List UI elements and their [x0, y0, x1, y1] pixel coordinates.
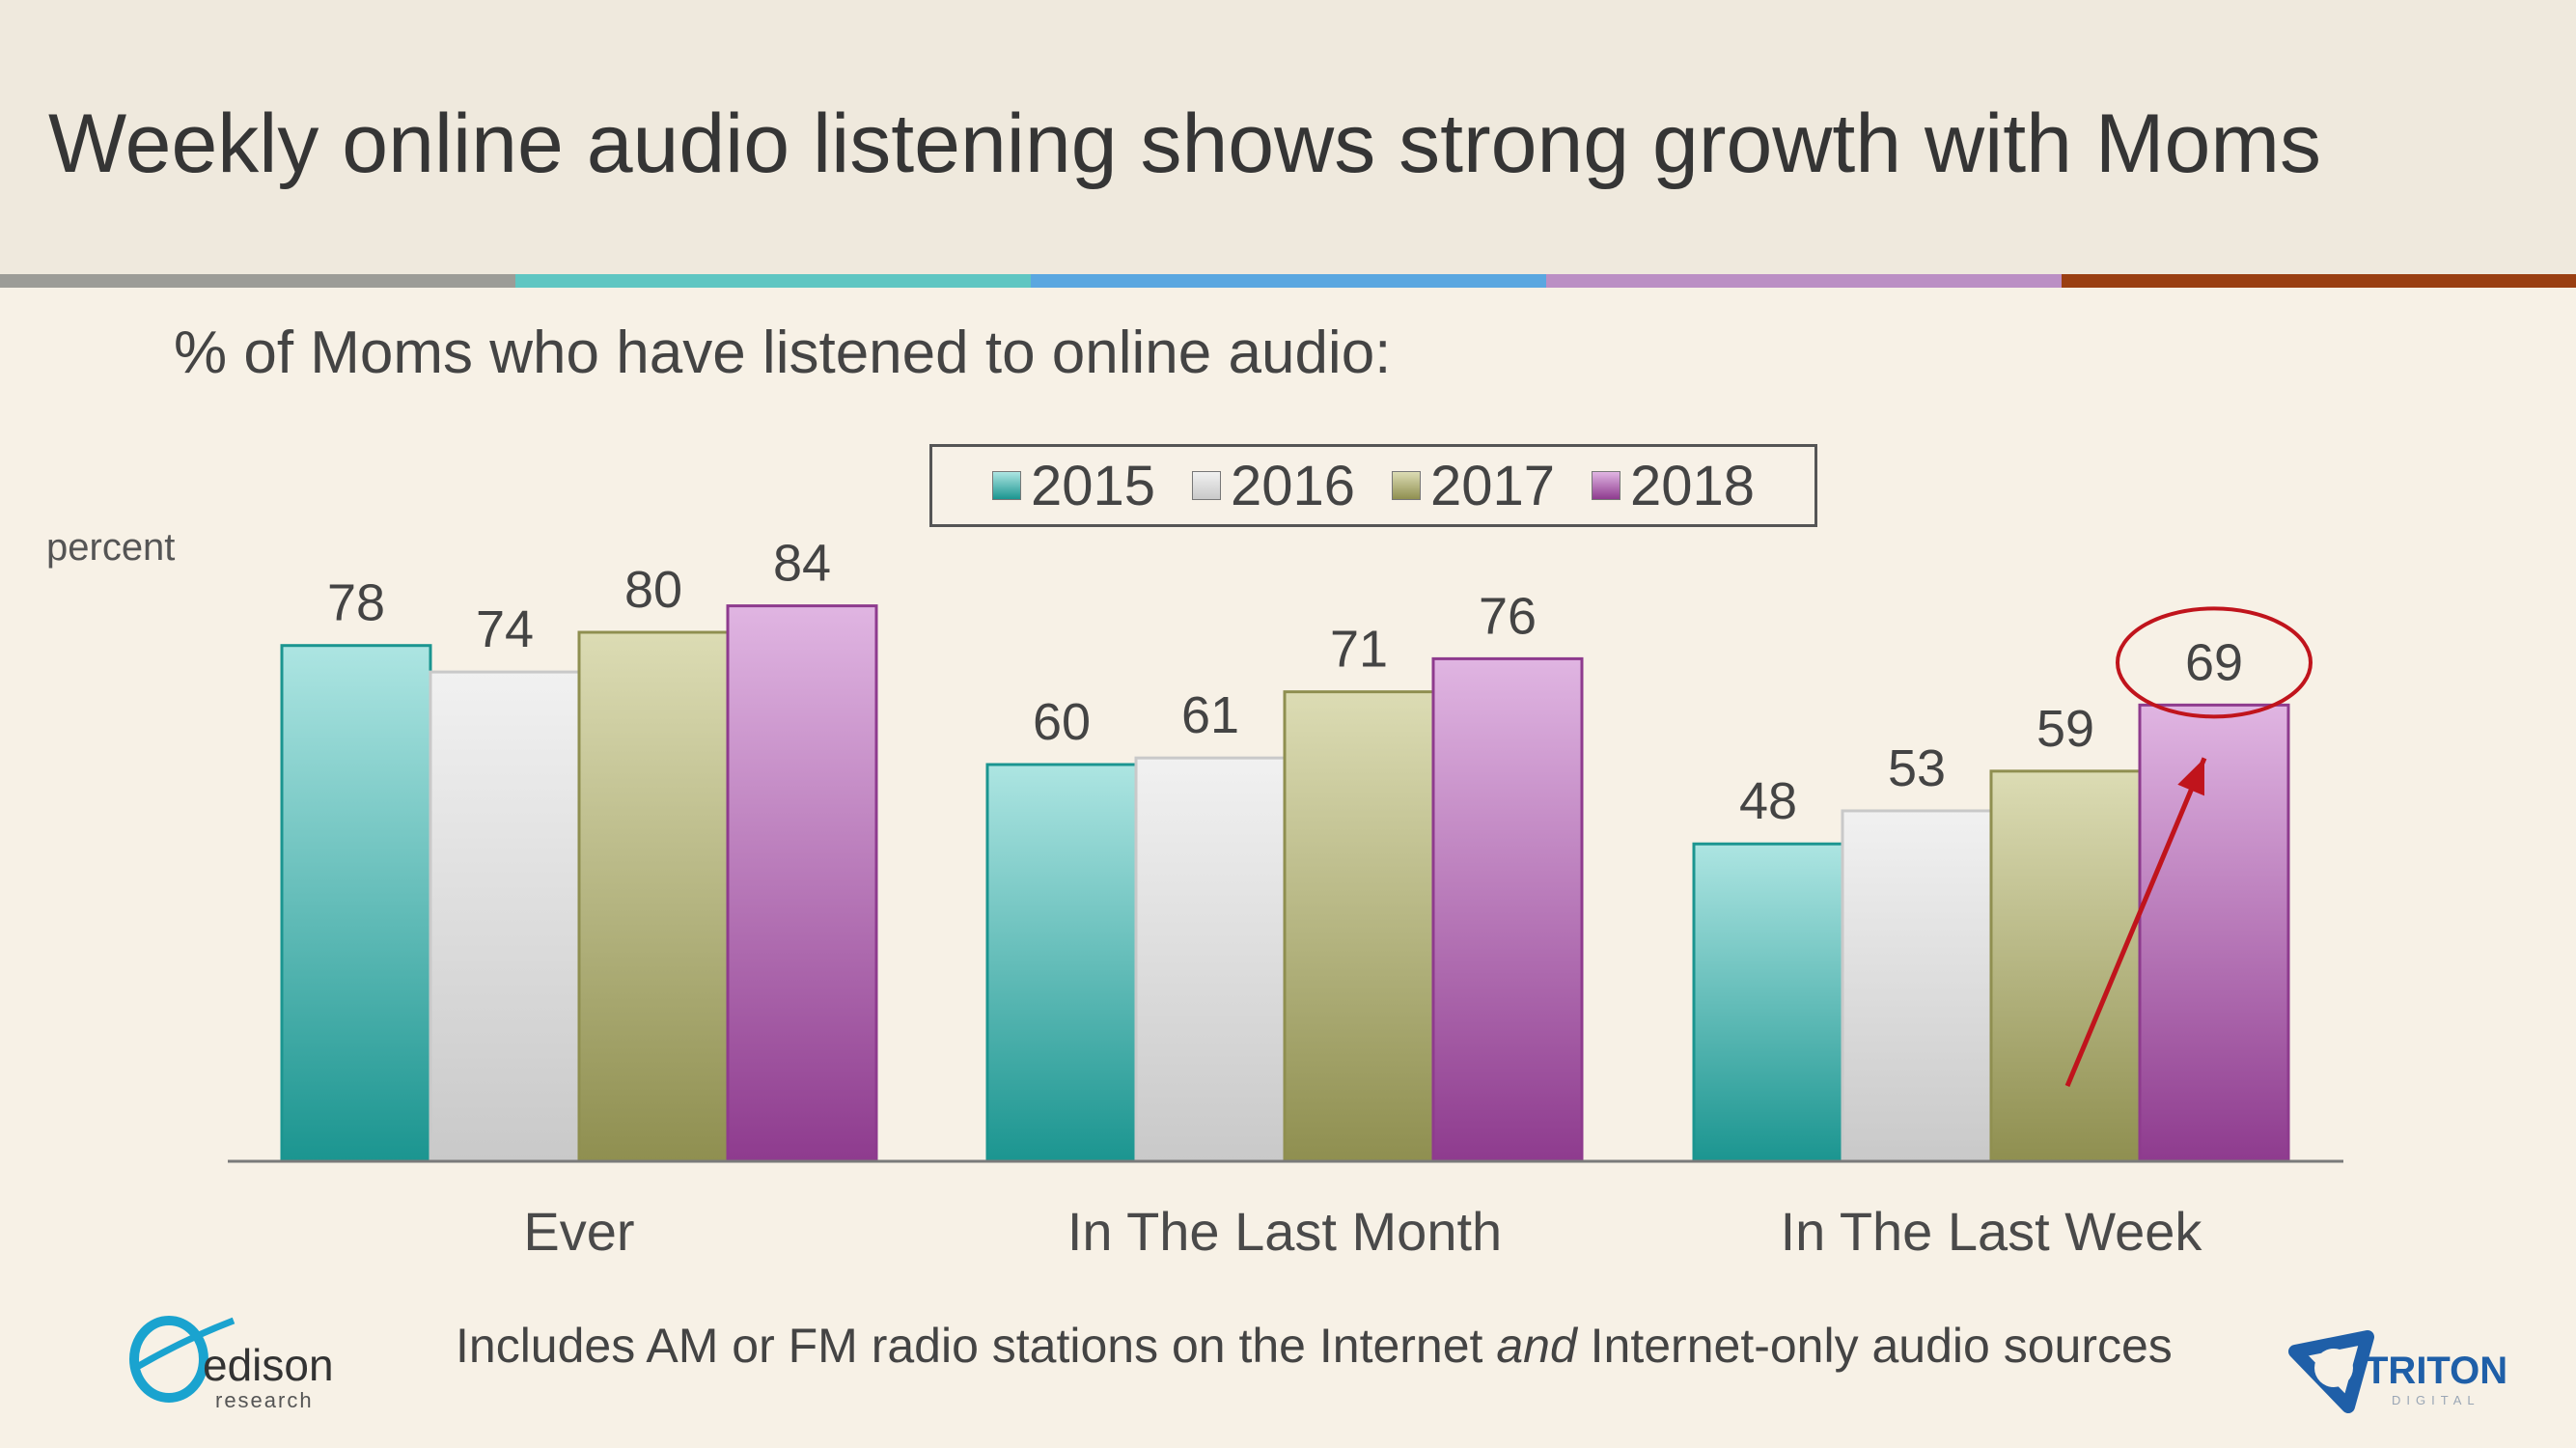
legend-label-2016: 2016 [1230, 454, 1355, 517]
data-label-in-the-last-month-2017: 71 [1330, 621, 1388, 679]
legend-swatch-2015 [991, 471, 1021, 500]
legend-swatch-2016 [1191, 471, 1221, 500]
data-label-ever-2018: 84 [773, 535, 831, 593]
category-label-in-the-last-month: In The Last Month [1067, 1201, 1502, 1262]
bar-in-the-last-month-2017 [1283, 690, 1435, 1163]
data-label-in-the-last-week-2015: 48 [1739, 772, 1797, 830]
bar-ever-2017 [577, 630, 730, 1163]
triton-digital-logo: TRITON DIGITAL [2288, 1330, 2507, 1413]
triton-logo-center [2314, 1349, 2353, 1387]
legend-item-2017: 2017 [1392, 454, 1555, 518]
legend-swatch-2018 [1592, 471, 1621, 500]
annotation-arrow-shaft [2064, 757, 2207, 1087]
data-label-in-the-last-week-2018: 69 [2185, 633, 2243, 691]
data-label-in-the-last-month-2018: 76 [1479, 587, 1537, 645]
legend-label-2017: 2017 [1430, 454, 1556, 517]
header-band: Weekly online audio listening shows stro… [0, 0, 2576, 274]
edison-research-logo: edison research [129, 1316, 334, 1412]
category-label-in-the-last-week: In The Last Week [1781, 1201, 2203, 1262]
bar-in-the-last-week-2016 [1841, 809, 1993, 1163]
footnote-text-1: Includes AM or FM radio stations on the … [456, 1319, 1497, 1373]
bar-in-the-last-week-2015 [1692, 842, 1844, 1163]
footnote-emphasis: and [1496, 1319, 1577, 1373]
bar-in-the-last-month-2018 [1431, 656, 1584, 1163]
slide-title: Weekly online audio listening shows stro… [48, 97, 2321, 190]
y-axis-label: percent [46, 526, 176, 569]
data-label-in-the-last-month-2015: 60 [1033, 693, 1091, 751]
stripe-segment-3 [1031, 274, 1546, 288]
category-label-ever: Ever [523, 1201, 634, 1262]
chart-legend: 2015 2016 2017 2018 [929, 444, 1817, 527]
chart-subtitle: % of Moms who have listened to online au… [174, 320, 1392, 386]
bar-ever-2018 [726, 604, 878, 1163]
legend-item-2016: 2016 [1191, 454, 1355, 518]
bar-in-the-last-week-2018 [2138, 703, 2290, 1163]
triton-logo-name: TRITON [2365, 1350, 2507, 1392]
legend-label-2015: 2015 [1030, 454, 1155, 517]
bar-in-the-last-month-2015 [985, 763, 1138, 1163]
annotation-ellipse [2116, 606, 2313, 719]
legend-label-2018: 2018 [1630, 454, 1756, 517]
legend-item-2018: 2018 [1592, 454, 1755, 518]
data-label-ever-2015: 78 [327, 574, 385, 632]
stripe-segment-4 [1546, 274, 2062, 288]
edison-logo-name: edison [203, 1340, 334, 1390]
stripe-segment-2 [515, 274, 1031, 288]
bar-ever-2015 [280, 644, 432, 1163]
bar-in-the-last-month-2016 [1134, 756, 1287, 1163]
triton-logo-tagline: DIGITAL [2392, 1393, 2480, 1407]
data-label-in-the-last-month-2016: 61 [1181, 686, 1239, 744]
stripe-segment-1 [0, 274, 515, 288]
edison-logo-ring [129, 1316, 208, 1403]
annotation-arrow-head [2177, 758, 2204, 796]
data-label-ever-2016: 74 [476, 600, 534, 658]
legend-swatch-2017 [1392, 471, 1421, 500]
legend-item-2015: 2015 [991, 454, 1155, 518]
footnote: Includes AM or FM radio stations on the … [456, 1318, 2173, 1374]
data-label-ever-2017: 80 [624, 561, 682, 619]
bar-ever-2016 [429, 670, 581, 1163]
data-label-in-the-last-week-2016: 53 [1888, 739, 1946, 797]
data-label-in-the-last-week-2017: 59 [2036, 700, 2094, 758]
stripe-segment-5 [2062, 274, 2576, 288]
edison-logo-tagline: research [215, 1388, 314, 1412]
edison-logo-swoosh [135, 1317, 235, 1371]
footnote-text-2: Internet-only audio sources [1576, 1319, 2173, 1373]
